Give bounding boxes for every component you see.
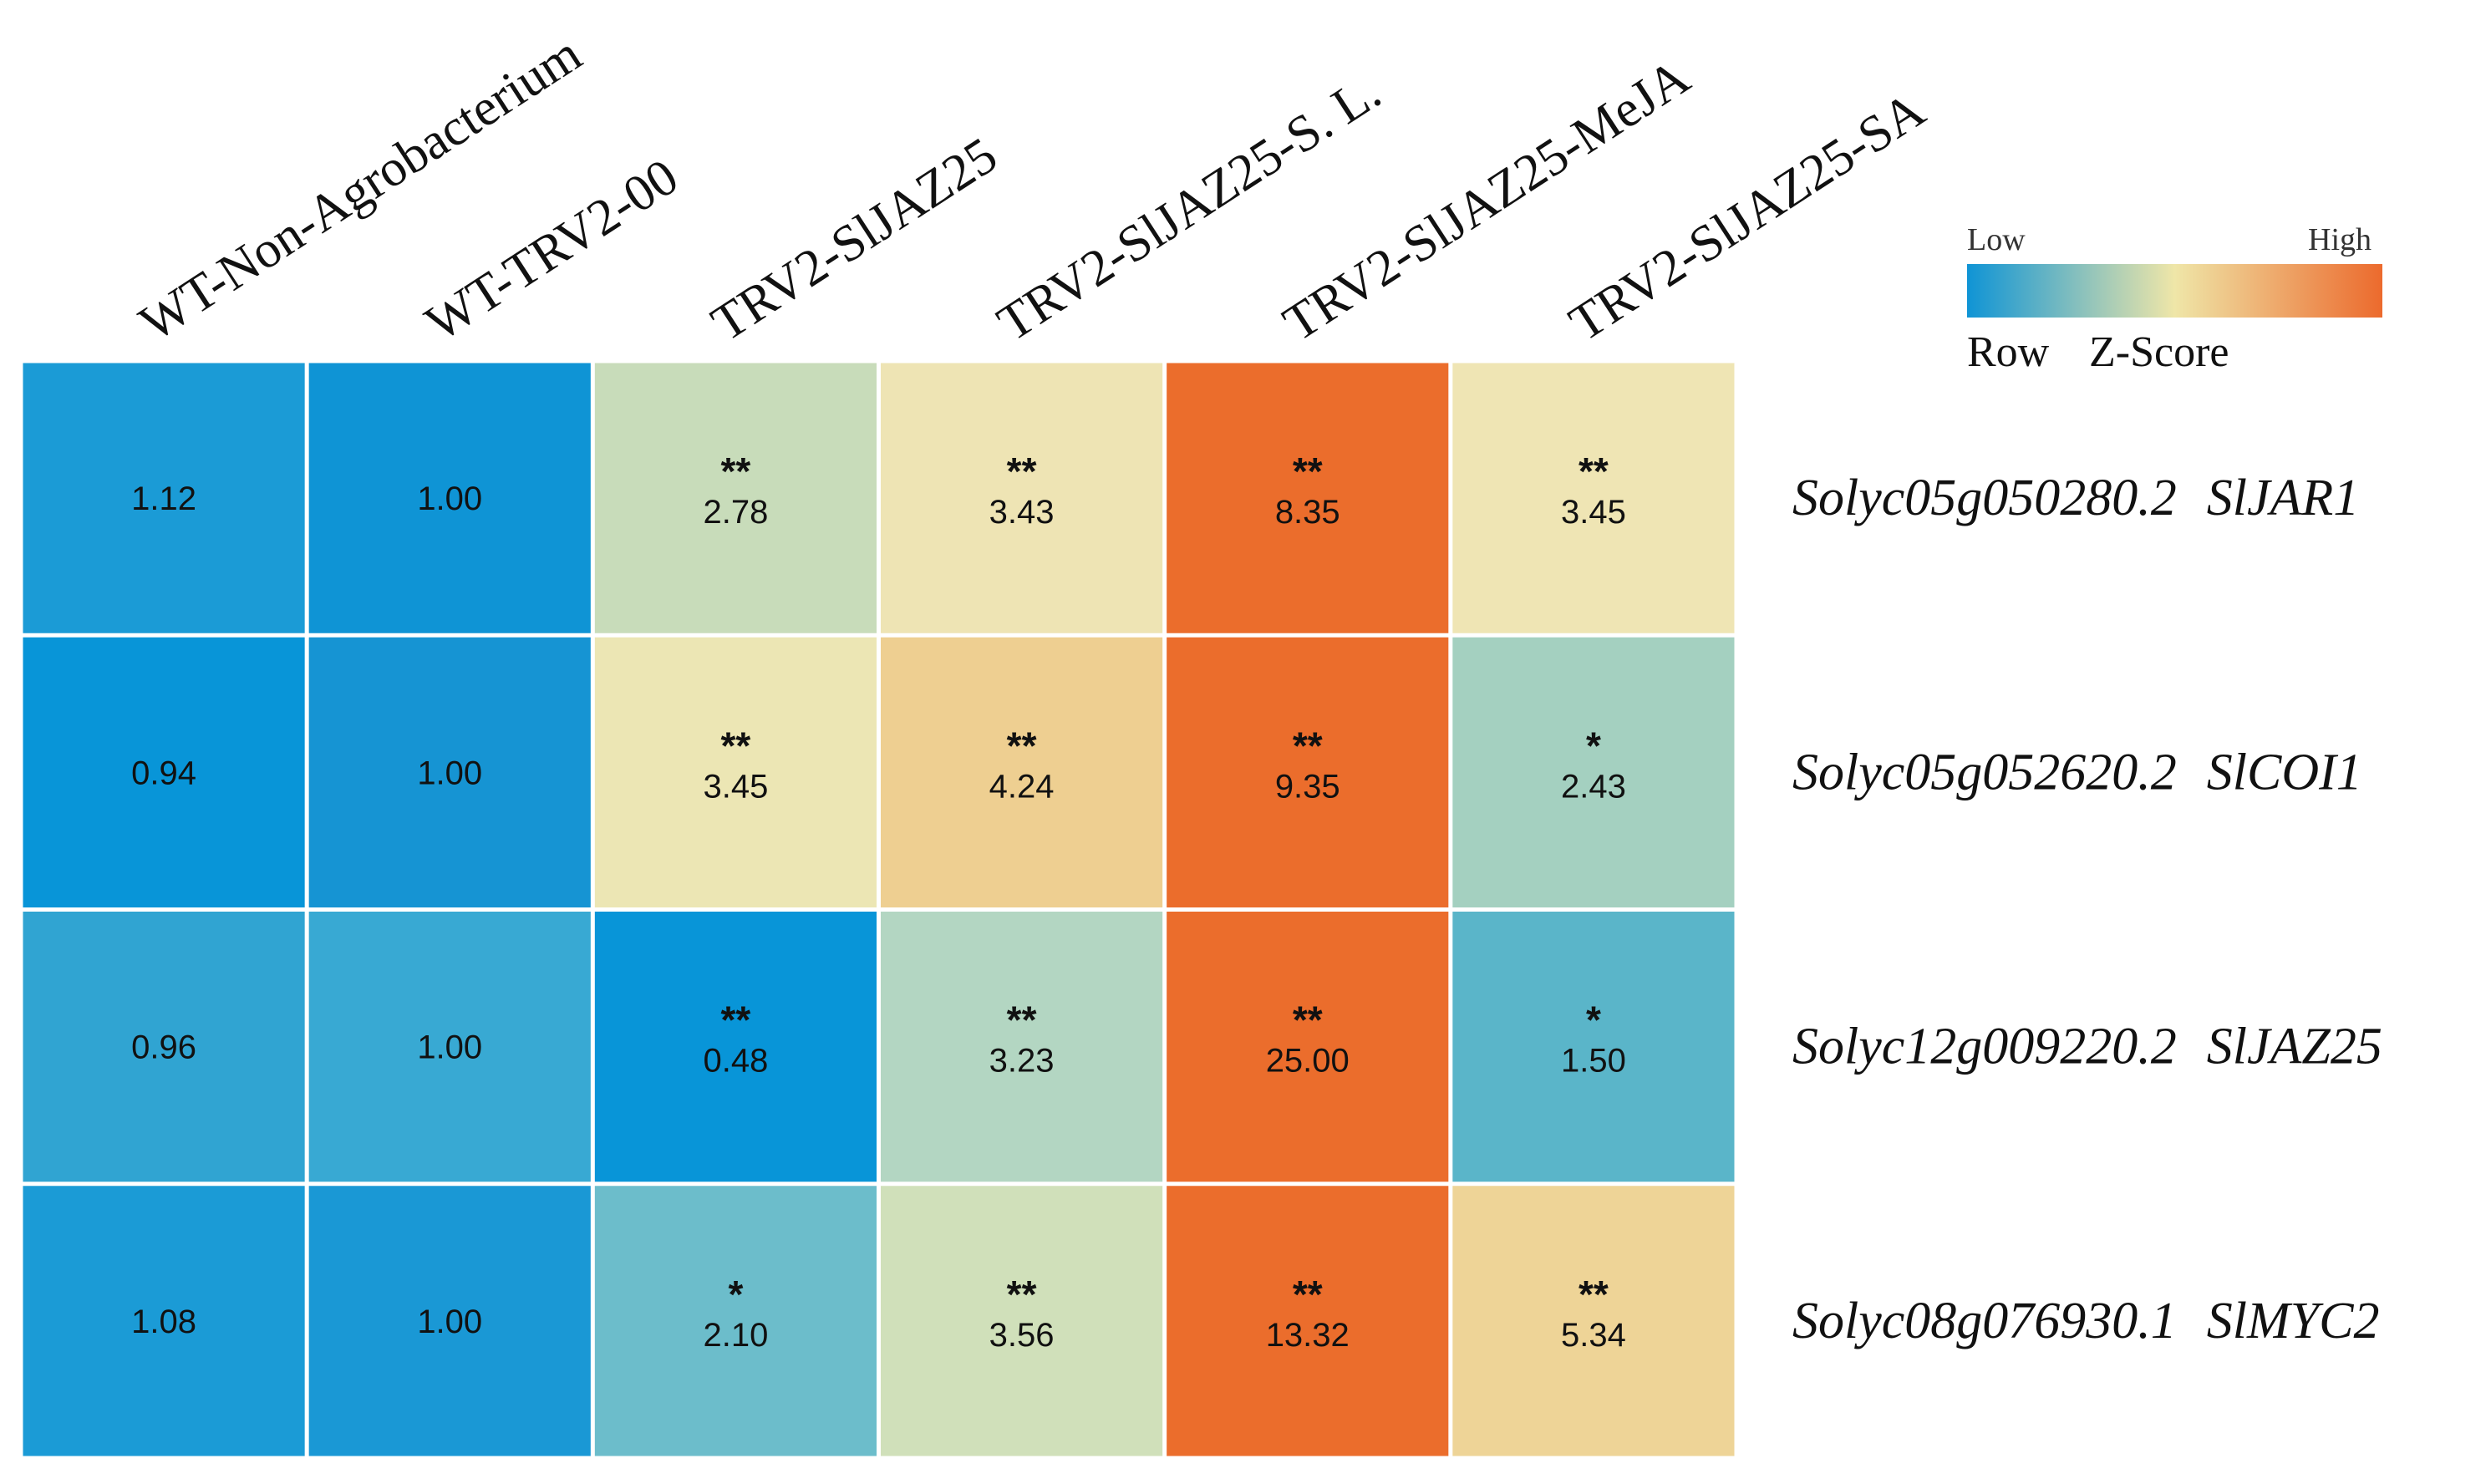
legend-color-bar <box>1967 264 2382 318</box>
cell-significance-marker: ** <box>1007 450 1037 493</box>
cell-value-label: 2.10 <box>703 1317 768 1354</box>
cell-significance-marker: ** <box>721 724 751 767</box>
cell-value-label: 3.45 <box>703 768 768 805</box>
row-gene-id: Solyc08g076930.1 <box>1792 1293 2177 1349</box>
row-label: Solyc05g050280.2 SlJAR1 <box>1792 470 2359 526</box>
legend-title-row: Row <box>1967 328 2050 376</box>
cell-value-label: 1.00 <box>417 1304 482 1340</box>
cell-value-label: 0.48 <box>703 1043 768 1080</box>
cell-significance-marker: ** <box>1293 450 1323 493</box>
cell-value-label: 1.00 <box>417 480 482 517</box>
heatmap-cell <box>23 912 305 1182</box>
row-gene-name: SlJAR1 <box>2207 470 2360 526</box>
heatmap-cell <box>308 912 591 1182</box>
heatmap-cell <box>308 363 591 633</box>
row-label: Solyc05g052620.2 SlCOI1 <box>1792 744 2362 800</box>
heatmap-cell <box>881 637 1163 907</box>
cell-significance-marker: ** <box>1578 1273 1609 1316</box>
cell-value-label: 1.12 <box>131 480 196 517</box>
cell-value-label: 13.32 <box>1266 1317 1350 1354</box>
cell-value-label: 3.56 <box>989 1317 1055 1354</box>
row-label: Solyc12g009220.2 SlJAZ25 <box>1792 1019 2382 1075</box>
heatmap-cell <box>881 363 1163 633</box>
legend: Low High Row Z-Score <box>1967 222 2382 376</box>
heatmap-cell <box>308 637 591 907</box>
cell-value-label: 1.08 <box>131 1304 196 1340</box>
row-labels: Solyc05g050280.2 SlJAR1 Solyc05g052620.2 Sl… <box>1792 470 2382 1349</box>
cell-value-label: 3.23 <box>989 1043 1055 1080</box>
heatmap-cell <box>1167 363 1449 633</box>
heatmap-cell <box>594 912 877 1182</box>
legend-high-label: High <box>2308 222 2372 257</box>
cell-significance-marker: * <box>728 1273 743 1316</box>
row-gene-name: SlJAZ25 <box>2207 1019 2382 1075</box>
cell-value-label: 4.24 <box>989 768 1055 805</box>
row-gene-name: SlMYC2 <box>2207 1293 2380 1349</box>
cell-significance-marker: ** <box>721 999 751 1042</box>
legend-title-zscore: Z-Score <box>2089 328 2229 376</box>
cell-significance-marker: ** <box>721 450 751 493</box>
heatmap-cell <box>1167 912 1449 1182</box>
heatmap-cell <box>1452 363 1735 633</box>
heatmap-cell <box>594 637 877 907</box>
cell-value-label: 0.96 <box>131 1029 196 1066</box>
cell-significance-marker: ** <box>1007 724 1037 767</box>
row-gene-name: SlCOI1 <box>2207 744 2362 800</box>
cell-value-label: 1.00 <box>417 1029 482 1066</box>
heatmap-grid-background <box>21 361 1736 1458</box>
row-gene-id: Solyc05g050280.2 <box>1792 470 2177 526</box>
heatmap-cell <box>594 1186 877 1456</box>
heatmap-cell <box>1452 912 1735 1182</box>
heatmap-cell <box>1167 637 1449 907</box>
row-label: Solyc08g076930.1 SlMYC2 <box>1792 1293 2379 1349</box>
row-gene-id: Solyc12g009220.2 <box>1792 1019 2177 1075</box>
legend-low-label: Low <box>1967 222 2026 257</box>
cell-significance-marker: * <box>1586 724 1601 767</box>
heatmap-cell <box>1167 1186 1449 1456</box>
heatmap-cells: 1.12 1.00**2.78**3.43**8.35**3.450.94 1.00… <box>21 361 1736 1458</box>
column-label: WT-TRV2-00 <box>416 148 689 352</box>
cell-value-label: 5.34 <box>1561 1317 1626 1354</box>
heatmap-cell <box>1452 637 1735 907</box>
heatmap-cell <box>881 1186 1163 1456</box>
cell-value-label: 0.94 <box>131 755 196 791</box>
cell-value-label: 2.78 <box>703 494 768 531</box>
cell-value-label: 8.35 <box>1275 494 1340 531</box>
cell-value-label: 2.43 <box>1561 768 1626 805</box>
cell-value-label: 9.35 <box>1275 768 1340 805</box>
cell-significance-marker: ** <box>1293 999 1323 1042</box>
heatmap-cell <box>594 363 877 633</box>
row-gene-id: Solyc05g052620.2 <box>1792 744 2177 800</box>
heatmap-cell <box>23 1186 305 1456</box>
heatmap-cell <box>308 1186 591 1456</box>
cell-significance-marker: ** <box>1007 999 1037 1042</box>
cell-value-label: 1.50 <box>1561 1043 1626 1080</box>
cell-significance-marker: * <box>1586 999 1601 1042</box>
cell-significance-marker: ** <box>1007 1273 1037 1316</box>
cell-significance-marker: ** <box>1293 1273 1323 1316</box>
cell-value-label: 25.00 <box>1266 1043 1350 1080</box>
heatmap-cell <box>23 363 305 633</box>
column-label: TRV2-SlJAZ25 <box>702 127 1007 353</box>
cell-significance-marker: ** <box>1578 450 1609 493</box>
heatmap-cell <box>23 637 305 907</box>
cell-value-label: 3.43 <box>989 494 1055 531</box>
cell-value-label: 1.00 <box>417 755 482 791</box>
heatmap-cell <box>1452 1186 1735 1456</box>
cell-value-label: 3.45 <box>1561 494 1626 531</box>
heatmap-cell <box>881 912 1163 1182</box>
cell-significance-marker: ** <box>1293 724 1323 767</box>
